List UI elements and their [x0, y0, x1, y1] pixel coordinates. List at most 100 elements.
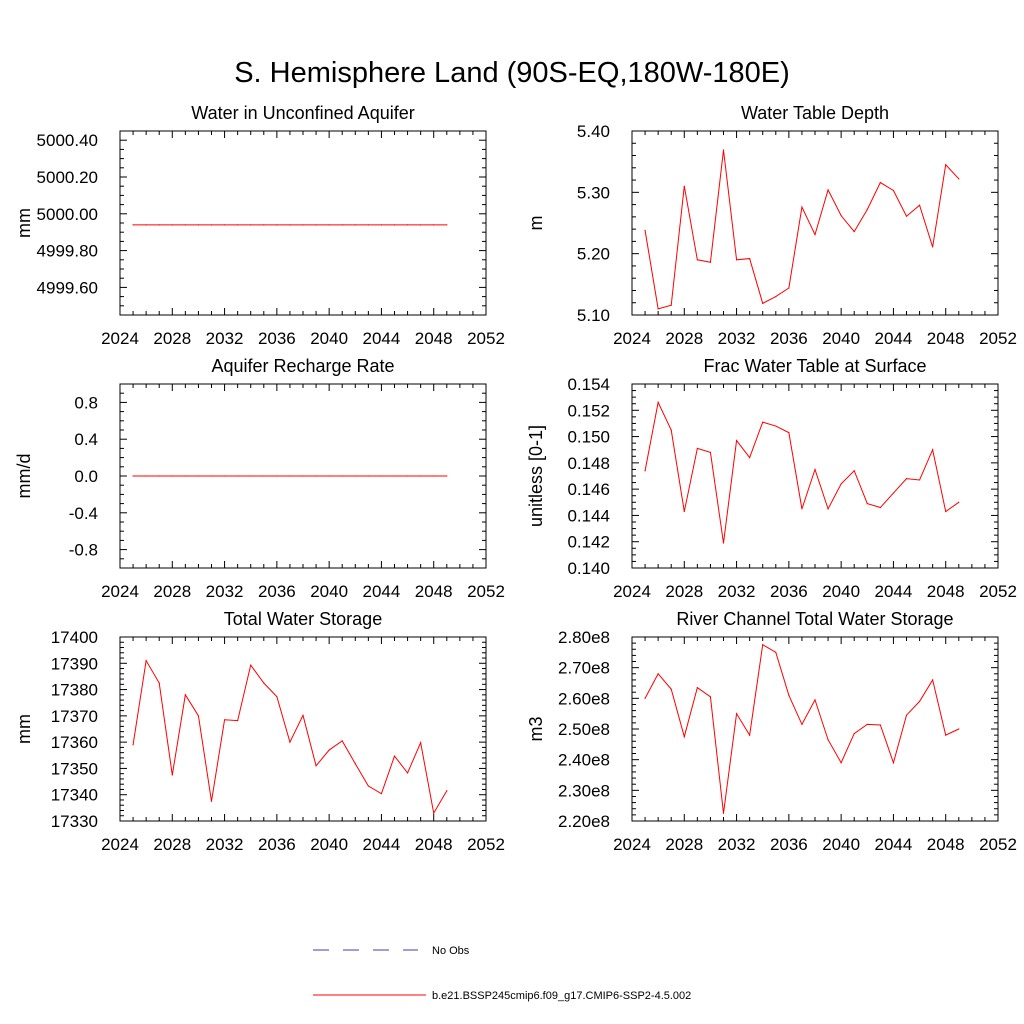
main-title: S. Hemisphere Land (90S-EQ,180W-180E): [234, 57, 790, 89]
y-tick-label: 17380: [51, 681, 98, 700]
data-point: [446, 224, 448, 226]
data-point: [354, 763, 356, 765]
data-point: [762, 644, 764, 646]
data-point: [644, 697, 646, 699]
data-point: [840, 762, 842, 764]
y-tick-label: 5.10: [577, 306, 610, 325]
y-tick-label: 5.20: [577, 245, 610, 264]
y-tick-label: 17370: [51, 707, 98, 726]
data-point: [879, 724, 881, 726]
x-tick-label: 2032: [206, 329, 244, 348]
x-tick-label: 2052: [467, 582, 505, 601]
y-tick-label: 0.144: [567, 506, 610, 525]
data-point: [735, 713, 738, 715]
legend: No Obs b.e21.BSSP245cmip6.f09_g17.CMIP6-…: [313, 945, 691, 1002]
y-tick-label: 5000.20: [37, 168, 98, 187]
data-point: [315, 224, 317, 226]
x-tick-label: 2052: [979, 582, 1017, 601]
data-point: [276, 696, 278, 698]
data-point: [735, 259, 738, 261]
data-point: [853, 733, 855, 735]
x-tick-label: 2048: [927, 835, 965, 854]
data-point: [315, 765, 317, 767]
data-point: [420, 475, 422, 477]
data-point: [853, 470, 855, 472]
x-tick-label: 2032: [206, 582, 244, 601]
plot-frame: [119, 636, 487, 822]
y-tick-label: 4999.80: [37, 242, 98, 261]
y-tick-label: 4999.60: [37, 278, 98, 297]
data-point: [237, 719, 239, 722]
chart-title: Water Table Depth: [741, 103, 889, 123]
x-tick-label: 2032: [206, 835, 244, 854]
data-point: [158, 475, 160, 477]
x-tick-label: 2036: [770, 582, 808, 601]
data-point: [722, 149, 725, 151]
x-tick-label: 2040: [822, 835, 860, 854]
data-point: [210, 475, 213, 477]
data-point: [446, 475, 448, 477]
data-point: [433, 224, 435, 226]
data-point: [276, 224, 278, 226]
data-point: [380, 224, 383, 226]
y-axis-label: mm: [14, 714, 34, 744]
data-point: [158, 224, 160, 226]
data-point: [367, 224, 369, 226]
data-point: [184, 694, 186, 696]
chart-aquifer-recharge-rate: Aquifer Recharge Rate 2024 2028 2032 2036 204…: [14, 356, 505, 601]
chart-river-channel-total-water-storage: River Channel Total Water Storage 2024 202…: [526, 609, 1017, 854]
x-tick-label: 2036: [258, 329, 296, 348]
x-tick-label: 2052: [979, 329, 1017, 348]
data-point: [367, 475, 369, 477]
plot-frame: [119, 130, 487, 316]
x-tick-label: 2048: [415, 329, 453, 348]
data-point: [735, 439, 738, 442]
data-point: [393, 224, 396, 226]
x-tick-label: 2028: [665, 582, 703, 601]
x-tick-label: 2036: [258, 835, 296, 854]
x-tick-label: 2036: [258, 582, 296, 601]
data-point: [171, 774, 173, 776]
plot-frame: [631, 636, 999, 822]
x-tick-label: 2052: [467, 329, 505, 348]
x-tick-label: 2044: [363, 582, 401, 601]
data-point: [315, 475, 317, 477]
chart-title: Water in Unconfined Aquifer: [191, 103, 414, 123]
data-point: [958, 728, 960, 730]
x-tick-label: 2048: [927, 582, 965, 601]
y-tick-label: 5000.40: [37, 131, 98, 150]
data-point: [328, 224, 330, 226]
legend-item-model: b.e21.BSSP245cmip6.f09_g17.CMIP6-SSP2-4.…: [313, 990, 691, 1002]
data-point: [237, 224, 239, 226]
data-point: [709, 261, 712, 263]
x-tick-label: 2028: [153, 582, 191, 601]
data-point: [210, 224, 213, 226]
chart-title: Aquifer Recharge Rate: [211, 356, 394, 376]
x-tick-label: 2044: [875, 835, 913, 854]
data-point: [250, 475, 252, 477]
y-tick-label: 0.8: [74, 393, 98, 412]
data-point: [328, 475, 330, 477]
y-tick-label: -0.4: [69, 504, 98, 523]
y-tick-label: 5000.00: [37, 205, 98, 224]
data-point: [749, 734, 751, 736]
data-point: [145, 475, 147, 477]
x-tick-label: 2024: [613, 329, 651, 348]
y-tick-label: 2.80e8: [558, 628, 610, 647]
y-axis-label: unitless [0-1]: [526, 425, 546, 527]
data-point: [289, 741, 291, 743]
data-point: [827, 189, 829, 191]
data-point: [644, 470, 646, 472]
x-tick-label: 2028: [153, 329, 191, 348]
x-tick-label: 2024: [101, 835, 139, 854]
data-point: [683, 510, 685, 513]
data-point: [879, 506, 881, 509]
data-point: [670, 429, 672, 431]
data-point: [406, 475, 409, 477]
x-tick-label: 2052: [467, 835, 505, 854]
data-point: [801, 508, 803, 510]
data-point: [670, 304, 672, 306]
y-tick-label: 0.142: [567, 533, 610, 552]
data-point: [302, 224, 304, 226]
